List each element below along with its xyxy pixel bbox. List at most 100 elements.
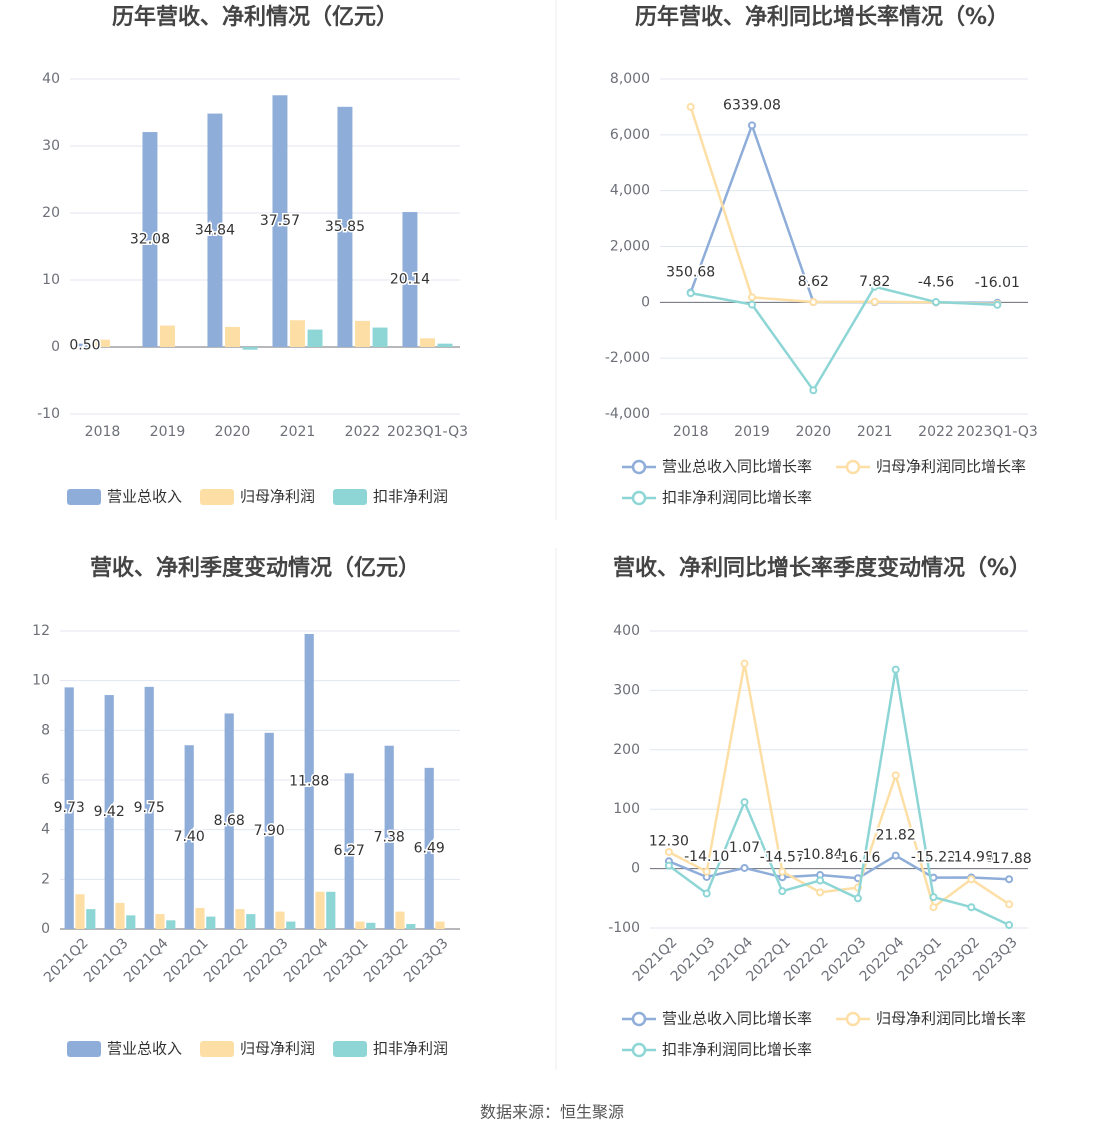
x-tick-label: 2018 [673,424,709,440]
bar [126,915,136,929]
legend-icon [67,489,101,505]
value-label: -14.57 [760,849,805,865]
x-tick-label: 2020 [796,424,832,440]
bar [384,745,394,929]
x-tick-label: 2020 [215,424,251,440]
x-tick-label: 2019 [734,424,770,440]
legend-label: 归母净利润同比增长率 [876,1010,1026,1028]
y-tick-label: 2 [41,871,50,887]
legend-icon [200,489,234,505]
point [778,867,787,876]
x-tick-label: 2023Q1-Q3 [957,424,1038,440]
y-tick-label: 2,000 [610,239,650,255]
value-label: 11.88 [289,773,329,789]
value-label: 37.57 [260,213,300,229]
legend-label: 归母净利润 [240,1040,315,1058]
point [993,300,1002,309]
value-label: 9.42 [94,804,125,820]
value-label: 6339.08 [723,97,781,113]
y-tick-label: 4 [41,822,50,838]
y-tick-label: 6 [41,772,50,788]
value-label: -14.10 [684,849,729,865]
bar [435,921,445,929]
y-tick-label: 12 [32,623,50,639]
value-label: 9.73 [54,800,85,816]
bar [424,767,434,929]
legend-label: 营业总收入 [107,1040,182,1058]
bar [115,902,125,929]
x-tick-label: 2023Q3 [401,935,452,986]
bar [272,95,288,347]
bar [95,339,110,347]
x-tick-label: 2021 [280,424,316,440]
y-tick-label: 40 [42,71,60,87]
x-tick-label: 2022 [345,424,381,440]
bar [264,732,274,929]
x-tick-label: 2019 [150,424,186,440]
legend-icon [845,459,861,475]
value-label: 8.68 [214,813,245,829]
point [929,893,938,902]
point [748,300,756,309]
value-label: 7.90 [254,823,285,839]
chart-title: 历年营收、净利同比增长率情况（%） [635,4,1009,30]
bar [395,911,405,929]
bar [275,911,285,929]
bar [344,773,354,929]
bar [225,326,240,347]
y-tick-label: 4,000 [610,183,650,199]
chart-title: 营收、净利季度变动情况（亿元） [90,555,420,581]
y-tick-label: -100 [608,920,640,936]
legend-label: 扣非净利润同比增长率 [662,489,812,507]
point [702,889,711,898]
point [891,665,900,674]
y-tick-label: 0 [41,921,50,937]
bar [206,916,216,929]
bar [77,343,93,347]
bar [242,347,258,350]
legend-icon [845,1011,861,1027]
value-label: 8.62 [798,274,829,290]
bar [437,343,453,347]
legend-icon [631,1011,647,1027]
value-label: 34.84 [195,222,235,238]
value-label: 7.40 [174,829,205,845]
point [967,875,976,884]
point [929,903,938,912]
value-label: 21.82 [876,828,916,844]
point [748,121,756,130]
y-tick-label: 20 [42,205,60,221]
bar [420,338,435,347]
point [664,861,673,870]
legend-icon [631,1042,647,1058]
y-tick-label: 30 [42,138,60,154]
bar [195,907,205,929]
point [809,386,818,395]
point [891,851,900,860]
bar [224,713,234,929]
y-tick-label: 8,000 [610,71,650,87]
bar [355,320,370,347]
point [932,298,940,307]
bar [207,113,223,348]
bar [304,633,314,929]
x-tick-label: 2022 [918,424,954,440]
point [686,289,695,298]
legend-icon [631,459,647,475]
legend-icon [333,1041,367,1057]
legend-label: 营业总收入同比增长率 [662,1010,812,1028]
value-label: 6.27 [334,843,365,859]
bar [104,695,114,929]
point [740,659,749,668]
legend-label: 扣非净利润 [373,488,448,506]
legend-icon [631,490,647,506]
bar [235,909,245,929]
point [664,847,673,856]
bar [406,924,416,929]
bar [86,909,96,929]
y-tick-label: 6,000 [610,127,650,143]
y-tick-label: 200 [613,742,640,758]
y-tick-label: 400 [613,623,640,639]
y-tick-label: 100 [613,801,640,817]
